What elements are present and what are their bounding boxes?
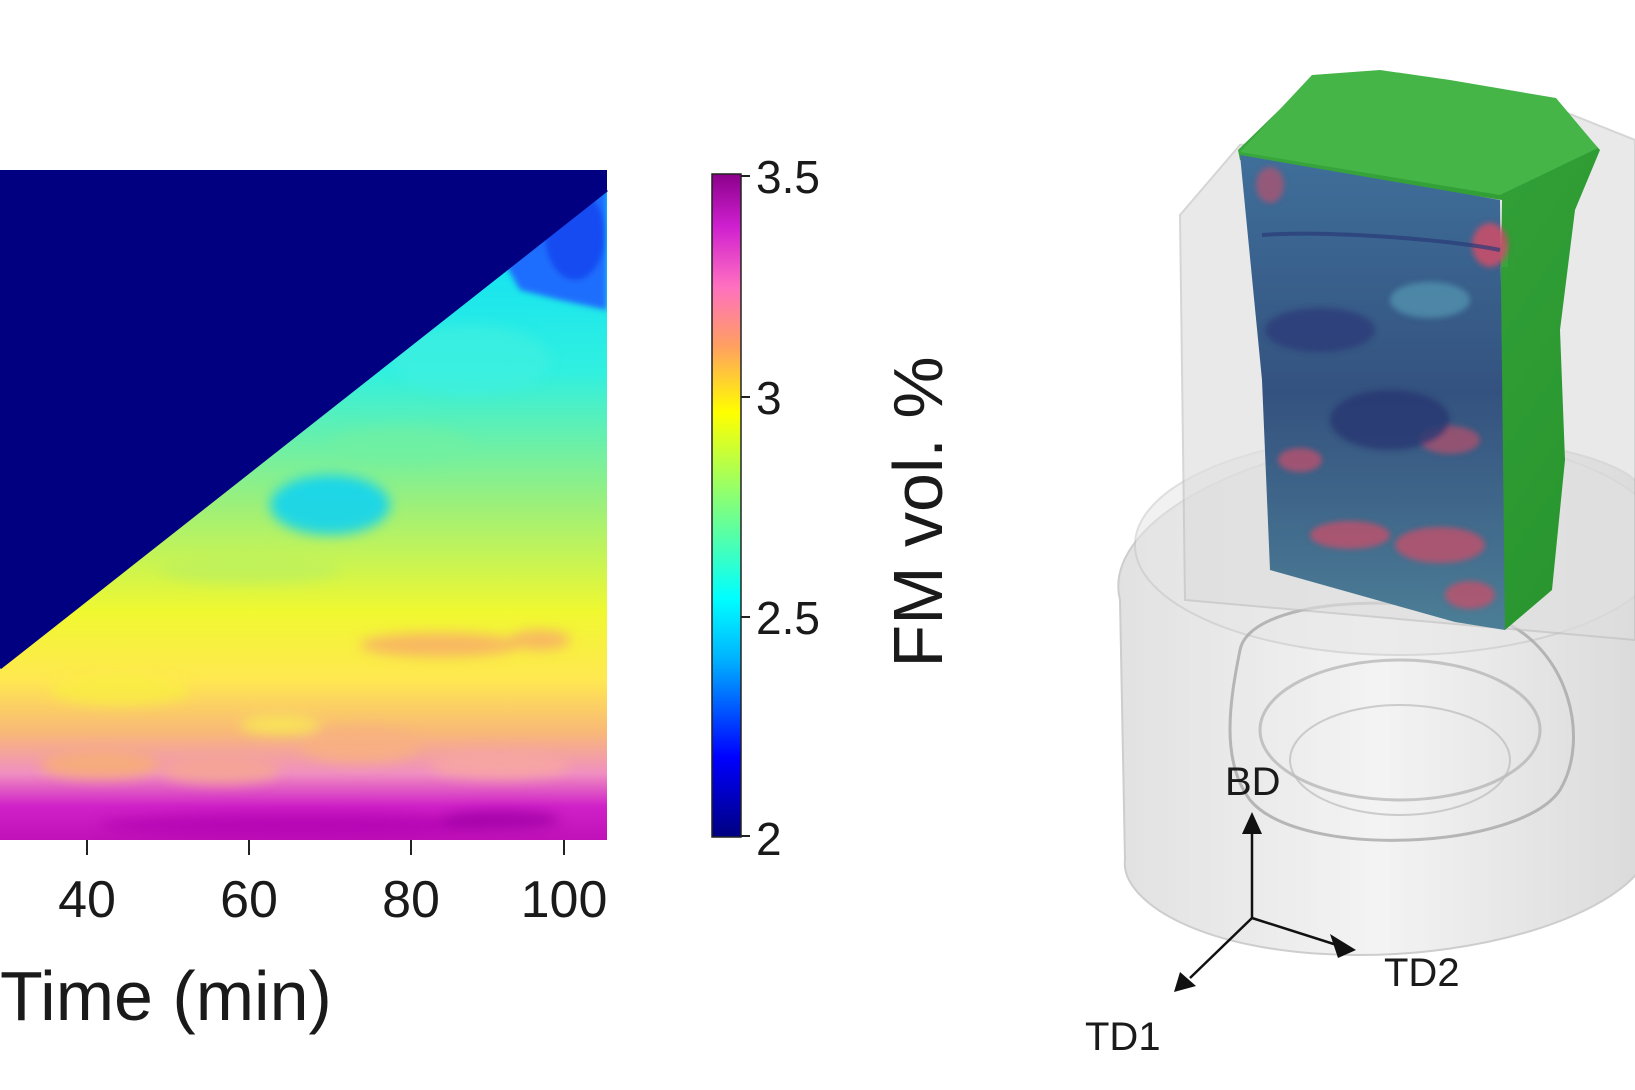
x-axis: 40 60 80 100 Time (min): [0, 840, 607, 1035]
colorbar-gradient: [711, 173, 742, 838]
specimen-3d-render: BD TD2 TD1: [1085, 70, 1635, 1059]
coordinate-axes: BD TD2 TD1: [1085, 760, 1460, 1059]
heatmap-mask-edge: [0, 188, 608, 670]
colorbar: 3.5 3 2.5 2 FM vol. %: [711, 151, 957, 865]
x-tick-label-100: 100: [521, 871, 608, 929]
axis-label-bd: BD: [1225, 760, 1281, 804]
colorbar-tick-2: 2: [756, 813, 782, 865]
colorbar-tick-2-5: 2.5: [756, 592, 820, 644]
cross-section: [1240, 155, 1508, 630]
x-tick-label-40: 40: [58, 871, 116, 929]
axis-label-td2: TD2: [1384, 951, 1460, 995]
axis-label-td1: TD1: [1085, 1015, 1161, 1059]
x-axis-label: Time (min): [0, 957, 332, 1035]
x-tick-label-80: 80: [382, 871, 440, 929]
colorbar-tick-3-5: 3.5: [756, 151, 820, 203]
colorbar-label: FM vol. %: [879, 356, 957, 667]
heatmap-plot: 40 60 80 100 Time (min): [0, 170, 608, 1035]
x-tick-label-60: 60: [220, 871, 278, 929]
colorbar-tick-3: 3: [756, 372, 782, 424]
